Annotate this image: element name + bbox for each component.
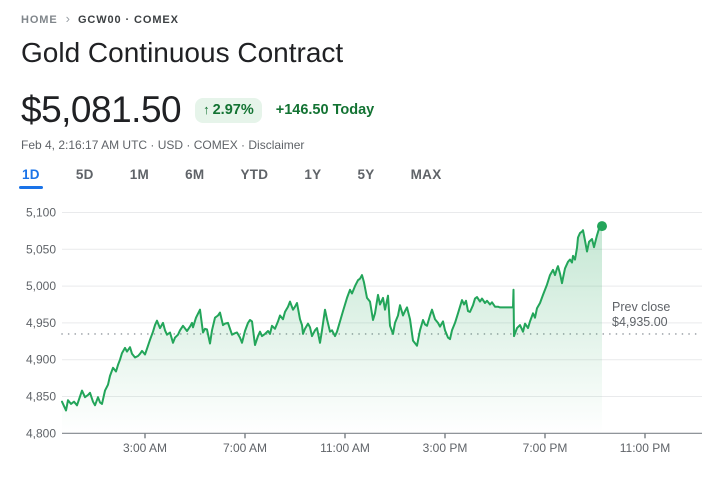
change-percent: 2.97% (212, 101, 254, 118)
disclaimer-link[interactable]: Disclaimer (248, 138, 305, 152)
tab-5d[interactable]: 5D (76, 165, 94, 189)
y-tick-label: 4,800 (26, 426, 56, 440)
price-chart-svg[interactable]: 5,100 5,050 5,000 4,950 4,900 4,850 4,800 3:00 … (0, 195, 710, 475)
y-tick-label: 5,000 (26, 279, 56, 293)
prev-close-label: Prev close (612, 300, 670, 314)
chevron-right-icon: › (65, 11, 70, 26)
y-tick-label: 5,100 (26, 206, 56, 220)
prev-close-value: $4,935.00 (612, 315, 668, 329)
tab-5y[interactable]: 5Y (357, 165, 374, 189)
page-title: Gold Continuous Contract (21, 37, 344, 68)
tab-ytd[interactable]: YTD (240, 165, 268, 189)
y-tick-label: 4,900 (26, 353, 56, 367)
quote-meta-text: Feb 4, 2:16:17 AM UTC · USD · COMEX · (21, 138, 249, 152)
breadcrumb: HOME › GCW00 · COMEX (0, 0, 710, 26)
price-row: $5,081.50 ↑ 2.97% +146.50 Today (0, 91, 710, 129)
tab-6m[interactable]: 6M (185, 165, 204, 189)
last-price-dot (597, 221, 607, 232)
price-line (61, 225, 603, 412)
up-arrow-icon: ↑ (203, 102, 210, 117)
tab-1m[interactable]: 1M (130, 165, 149, 189)
x-tick-label: 3:00 PM (423, 441, 468, 455)
tab-1d[interactable]: 1D (19, 165, 43, 189)
time-range-tabs: 1D 5D 1M 6M YTD 1Y 5Y MAX (0, 165, 710, 189)
y-tick-label: 4,850 (26, 390, 56, 404)
breadcrumb-home[interactable]: HOME (21, 13, 58, 26)
quote-meta: Feb 4, 2:16:17 AM UTC · USD · COMEX · Di… (0, 138, 710, 152)
current-price: $5,081.50 (21, 89, 182, 130)
x-tick-label: 7:00 PM (523, 441, 568, 455)
y-tick-label: 5,050 (26, 242, 56, 256)
breadcrumb-symbol[interactable]: GCW00 · COMEX (77, 13, 179, 26)
chart-wrap: 5,100 5,050 5,000 4,950 4,900 4,850 4,800 3:00 … (0, 195, 710, 480)
tab-1y[interactable]: 1Y (304, 165, 321, 189)
x-tick-label: 7:00 AM (223, 441, 267, 455)
x-tick-label: 3:00 AM (123, 441, 167, 455)
x-tick-label: 11:00 PM (620, 441, 670, 455)
x-tick-label: 11:00 AM (320, 441, 370, 455)
change-percent-badge: ↑ 2.97% (195, 97, 262, 123)
tab-max[interactable]: MAX (411, 165, 442, 189)
y-tick-label: 4,950 (26, 316, 56, 330)
price-area (62, 226, 602, 434)
change-absolute: +146.50 Today (275, 102, 375, 118)
